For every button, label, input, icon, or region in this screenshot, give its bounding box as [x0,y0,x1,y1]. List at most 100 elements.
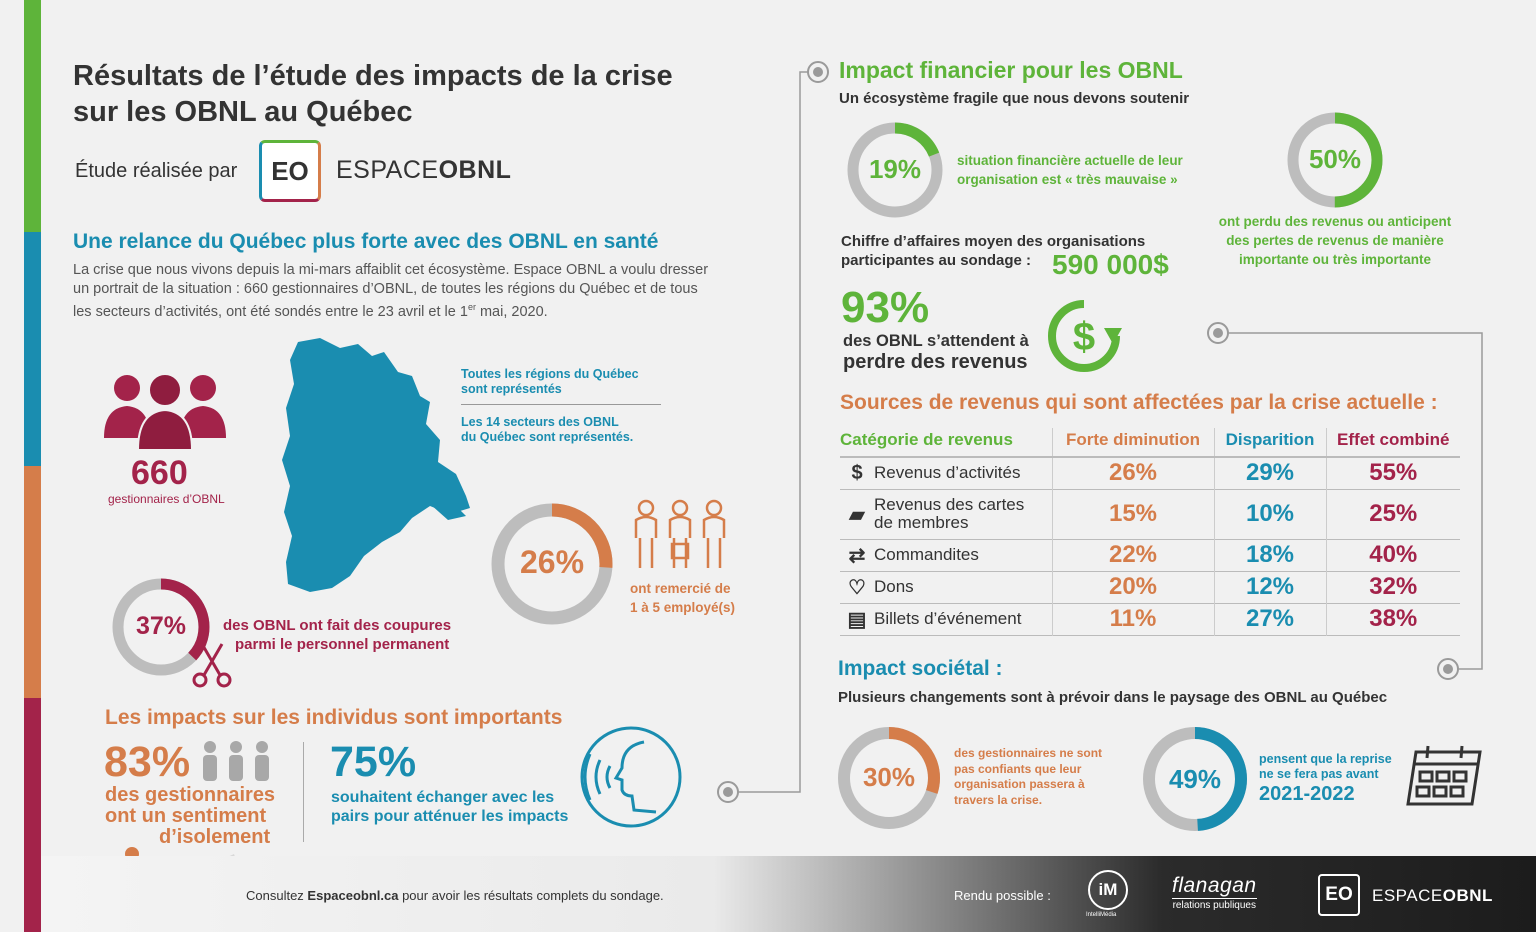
title-line-1: Résultats de l’étude des impacts de la c… [73,60,673,92]
layoff-line-2: 1 à 5 employé(s) [630,600,736,615]
managers-label: gestionnaires d’OBNL [108,492,225,506]
isolation-line-2: ont un sentiment [105,805,267,827]
exchange-line-2: pairs pour atténuer les impacts [331,808,569,825]
sponsored-label: Rendu possible : [954,888,1051,903]
regions-line-2: sont représentés [461,382,562,396]
table-row: ▤ Billets d’événement 11% 27% 38% [840,603,1460,635]
sources-table: Catégorie de revenus Forte diminution Di… [840,428,1460,636]
study-by-label: Étude réalisée par [75,160,238,182]
lost-line-3: importante ou très importante [1238,252,1432,267]
turnover-value: 590 000$ [1052,249,1169,280]
espaceobnl-logo: EO [259,140,321,202]
row-combine: 40% [1369,541,1418,568]
row-category-label: Dons [874,577,914,596]
footer-espaceobnl-wordmark: ESPACEOBNL [1372,886,1493,905]
conf-line-3: organisation passera à [954,777,1085,791]
societal-subheading: Plusieurs changements sont à prévoir dan… [838,689,1388,706]
lost-revenue-donut [1287,112,1383,208]
row-combine: 32% [1369,573,1418,600]
confidence-pct: 30% [862,762,916,792]
row-category: ⇄ Commandites [840,539,1053,571]
row-category-label: Commandites [874,545,979,564]
exchange-pct: 75% [330,738,417,786]
speaking-head-icon [580,726,682,828]
confidence-donut-arc [838,727,940,829]
donation-icon: ♡ [848,576,866,599]
timeline-connectors [717,61,1483,803]
row-forte: 20% [1052,571,1215,603]
row-disparition: 10% [1214,489,1327,539]
flanagan-logo: flanagan relations publiques [1172,875,1257,911]
individus-heading: Les impacts sur les individus sont impor… [105,706,563,729]
cuts-line-1: des OBNL ont fait des coupures [223,617,452,634]
membership-card-icon: ▰ [849,503,865,526]
ticket-icon: ▤ [847,608,867,631]
sources-heading: Sources de revenus qui sont affectées pa… [840,391,1438,414]
col-header-category: Catégorie de revenus [840,428,1053,457]
title-line-2: sur les OBNL au Québec [73,96,413,128]
footer-espaceobnl-logo: EO [1318,874,1360,916]
logo-wordmark: ESPACEOBNL [336,156,511,185]
recovery-donut-arc [1143,727,1247,831]
lost-revenue-note: ont perdu des revenus ou anticipent des … [1195,212,1475,269]
layoff-donut-arc [491,503,613,625]
table-row: ♡ Dons 20% 12% 32% [840,571,1460,603]
money-down-icon: $ [1048,300,1122,372]
reprise-line-1: pensent que la reprise [1259,752,1392,766]
relance-body-line-1: La crise que nous vivons depuis la mi-ma… [73,262,709,278]
footer-text: Consultez Espaceobnl.ca pour avoir les r… [246,888,664,903]
col-header-forte: Forte diminution [1052,428,1215,457]
regions-divider [461,404,661,405]
espaceobnl-link[interactable]: Espaceobnl.ca [307,888,399,903]
relance-body-line-3: les secteurs d’activités, ont été sondés… [73,302,548,320]
row-forte: 26% [1052,457,1215,489]
page-title: Résultats de l’étude des impacts de la c… [73,58,673,130]
cuts-note: des OBNL ont fait des coupures parmi le … [223,616,451,654]
isolated-people-icon [203,741,269,781]
row-disparition: 18% [1214,539,1327,571]
cuts-donut-arc [112,578,210,676]
row-category-label: Revenus d’activités [874,463,1021,483]
footer-logo-mark: EO [1325,884,1353,905]
isolation-pct: 83% [104,738,191,786]
isolation-line-3: d’isolement [159,826,271,848]
logo-text-bold: OBNL [438,156,512,184]
logo-text-light: ESPACE [336,156,439,184]
exchange-line-1: souhaitent échanger avec les [331,789,555,806]
row-category: ▰ Revenus des cartes de membres [840,489,1053,539]
layoff-donut [491,503,613,625]
recovery-donut [1143,727,1247,831]
row-category: ▤ Billets d’événement [840,603,1053,635]
financier-subheading: Un écosystème fragile que nous devons so… [839,90,1190,107]
stripe-orange [24,466,41,698]
conf-line-1: des gestionnaires ne sont [954,746,1103,760]
row-combine: 55% [1369,459,1418,487]
regions-line-1: Toutes les régions du Québec [461,367,639,381]
cuts-line-2: parmi le personnel permanent [235,636,450,653]
relance-heading: Une relance du Québec plus forte avec de… [73,230,659,253]
individus-divider [303,742,304,842]
sectors-line-2: du Québec sont représentés. [461,430,634,444]
col-header-combine: Effet combiné [1337,430,1450,449]
row-category-label: Revenus des cartes de membres [874,495,1025,532]
logo-mark: EO [271,155,309,186]
managers-count: 660 [131,454,188,492]
conf-line-4: travers la crise. [954,792,1043,807]
confidence-donut [838,727,940,829]
expect-line-2: perdre des revenus [843,351,1028,373]
isolation-line-1: des gestionnaires [105,784,276,806]
exchange-note: souhaitent échanger avec les pairs pour … [331,788,568,826]
intellimedia-name: IntelliMédia [1086,912,1117,918]
row-disparition: 29% [1214,457,1327,489]
relance-body-line-2: un portrait de la situation : 660 gestio… [73,280,698,297]
stripe-red [24,698,41,932]
expect-line-1: des OBNL s’attendent à [843,332,1029,350]
intellimedia-mark: iM [1098,880,1118,899]
bad-line-2: organisation est « très mauvaise » [957,172,1178,187]
footer-bar [41,856,1536,932]
stripe-green [24,0,41,232]
row-combine: 25% [1369,500,1418,527]
col-header-disparition: Disparition [1214,428,1327,457]
reprise-year: 2021-2022 [1259,783,1355,805]
sources-table-header: Catégorie de revenus Forte diminution Di… [840,428,1460,457]
